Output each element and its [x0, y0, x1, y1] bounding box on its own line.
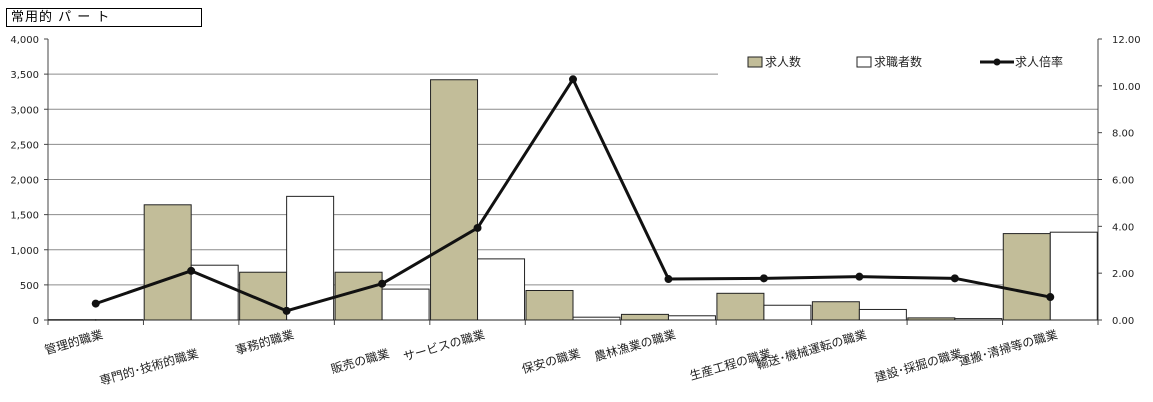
line-point: [378, 279, 387, 288]
x-tick-label: 管理的職業: [43, 326, 105, 357]
bar-求職者数: [477, 258, 526, 321]
x-tick-label: 販売の職業: [329, 345, 391, 376]
bar-求職者数: [572, 316, 621, 321]
legend-swatch-求職者数: [856, 56, 872, 68]
bar-求人数: [430, 79, 479, 321]
bar-求職者数: [286, 195, 335, 321]
line-point: [759, 274, 768, 283]
y-left-tick-label: 3,500: [10, 70, 39, 81]
y-left-tick-label: 4,000: [10, 35, 39, 46]
y-right-tick-label: 6.00: [1112, 176, 1134, 187]
bar-求職者数: [763, 304, 812, 321]
x-tick-label: 保安の職業: [520, 345, 582, 376]
legend-swatch-求人数: [747, 56, 763, 68]
y-left-tick-label: 2,500: [10, 140, 39, 151]
x-tick-label: 輸送･機械運転の職業: [754, 326, 868, 372]
bar-求人数: [620, 313, 669, 321]
bar-求職者数: [954, 318, 1003, 321]
y-right-tick-label: 2.00: [1112, 269, 1134, 280]
bar-求人数: [239, 271, 288, 321]
line-point: [473, 223, 482, 232]
x-tick-label: 事務的職業: [234, 326, 296, 357]
line-point: [569, 75, 577, 84]
bar-求職者数: [95, 319, 144, 321]
legend-label: 求人数: [765, 54, 801, 69]
y-right-tick-label: 4.00: [1112, 222, 1134, 233]
bar-求職者数: [858, 308, 907, 321]
line-point: [1046, 293, 1055, 302]
x-tick-label: 農林漁業の職業: [593, 327, 678, 364]
line-point: [855, 272, 864, 281]
bar-求人数: [907, 317, 956, 321]
bar-求職者数: [381, 288, 430, 321]
line-求人倍率: [95, 77, 1051, 313]
x-tick-label: 建設･採掘の職業: [873, 345, 964, 384]
y-left-tick-label: 1,000: [10, 246, 39, 257]
legend-label: 求人倍率: [1015, 54, 1063, 69]
y-left-tick-label: 3,000: [10, 105, 39, 116]
bar-求人数: [143, 204, 192, 321]
bar-求人数: [716, 292, 765, 321]
bar-求職者数: [1049, 231, 1098, 321]
line-point: [664, 275, 673, 284]
y-left-tick-label: 0: [33, 316, 39, 327]
bar-求人数: [811, 301, 860, 321]
x-tick-label: 専門的･技術的職業: [98, 345, 200, 388]
line-point: [91, 299, 100, 308]
y-right-tick-label: 0.00: [1112, 316, 1134, 327]
legend-marker: [993, 58, 1001, 66]
bar-求人数: [525, 289, 574, 321]
legend-label: 求職者数: [874, 54, 922, 69]
line-point: [282, 306, 291, 315]
bar-求職者数: [667, 315, 716, 321]
line-point: [187, 266, 196, 275]
y-left-tick-label: 2,000: [10, 176, 39, 187]
x-tick-label: 運搬･清掃等の職業: [957, 326, 1059, 369]
line-point: [950, 274, 959, 283]
chart-title: 常用的 パ ー ト: [6, 8, 202, 27]
y-right-tick-label: 8.00: [1112, 129, 1134, 140]
y-right-tick-label: 10.00: [1112, 82, 1141, 93]
bar-求人数: [1002, 233, 1051, 321]
y-left-tick-label: 1,500: [10, 211, 39, 222]
y-left-tick-label: 500: [20, 281, 39, 292]
y-right-tick-label: 12.00: [1112, 35, 1141, 46]
bar-求人数: [48, 319, 97, 321]
x-tick-label: サービスの職業: [402, 327, 487, 364]
